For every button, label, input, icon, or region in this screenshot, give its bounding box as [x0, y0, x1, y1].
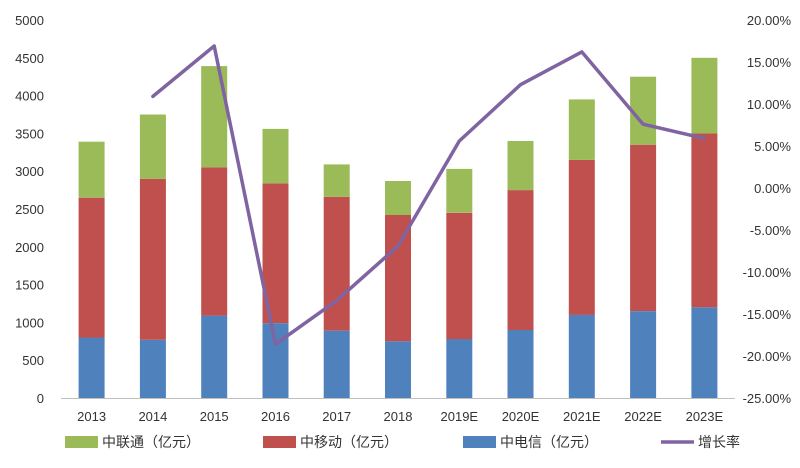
y-tick-label: 5000 — [15, 13, 44, 28]
bar-segment-0-2019E — [446, 339, 473, 398]
bar-segment-0-2022E — [630, 311, 657, 398]
y2-tick-label: -15.00% — [743, 307, 792, 322]
legend-swatch-1 — [263, 436, 296, 448]
x-tick-label: 2021E — [563, 409, 601, 424]
bar-segment-2-2021E — [568, 99, 595, 160]
bar-segment-2-2016 — [262, 128, 289, 184]
legend-label-0: 中联通（亿元） — [102, 434, 200, 450]
bar-segment-0-2017 — [323, 330, 350, 398]
x-tick-label: 2020E — [502, 409, 540, 424]
x-tick-label: 2019E — [441, 409, 479, 424]
y2-tick-label: 5.00% — [754, 139, 791, 154]
bar-segment-2-2017 — [323, 164, 350, 197]
bar-segment-1-2022E — [630, 144, 657, 311]
bar-segment-0-2021E — [568, 314, 595, 398]
x-tick-label: 2017 — [322, 409, 351, 424]
y-tick-label: 1000 — [15, 315, 44, 330]
y-tick-label: 3000 — [15, 164, 44, 179]
legend-label-2: 中电信（亿元） — [500, 434, 598, 450]
bar-segment-2-2013 — [78, 141, 105, 198]
legend-swatch-2 — [463, 436, 496, 448]
bar-segment-2-2023E — [691, 57, 718, 134]
y-tick-label: 2500 — [15, 202, 44, 217]
bar-segment-2-2014 — [139, 114, 166, 179]
bar-segment-2-2022E — [630, 76, 657, 145]
legend-swatch-0 — [65, 436, 98, 448]
y-tick-label: 4000 — [15, 89, 44, 104]
y2-tick-label: -5.00% — [750, 223, 792, 238]
bar-segment-1-2017 — [323, 196, 350, 331]
y2-tick-label: -20.00% — [743, 349, 792, 364]
bar-segment-1-2019E — [446, 212, 473, 340]
y2-tick-label: 10.00% — [747, 97, 792, 112]
bar-segment-2-2020E — [507, 141, 534, 191]
bar-segment-1-2014 — [139, 178, 166, 340]
y2-tick-label: 15.00% — [747, 55, 792, 70]
x-tick-label: 2022E — [624, 409, 662, 424]
bar-segment-0-2015 — [201, 315, 228, 398]
bar-segment-0-2013 — [78, 337, 105, 398]
y2-tick-label: 20.00% — [747, 13, 792, 28]
x-tick-label: 2018 — [384, 409, 413, 424]
y2-tick-label: -10.00% — [743, 265, 792, 280]
y-tick-label: 0 — [37, 391, 44, 406]
bar-segment-2-2015 — [201, 66, 228, 168]
bar-segment-1-2015 — [201, 167, 228, 316]
legend-label-3: 增长率 — [698, 434, 740, 450]
bar-segment-1-2018 — [385, 215, 411, 342]
x-tick-label: 2014 — [138, 409, 167, 424]
x-tick-label: 2023E — [686, 409, 724, 424]
x-tick-label: 2013 — [77, 409, 106, 424]
y2-tick-label: -25.00% — [743, 391, 792, 406]
bar-segment-1-2023E — [691, 133, 718, 308]
y-tick-label: 4500 — [15, 51, 44, 66]
growth-rate-line — [151, 44, 707, 346]
legend-label-1: 中移动（亿元） — [300, 434, 398, 450]
bar-segment-2-2019E — [446, 168, 473, 213]
bar-segment-0-2016 — [262, 323, 289, 398]
bar-segment-0-2018 — [385, 341, 411, 398]
bar-segment-0-2023E — [691, 307, 718, 398]
bar-segment-1-2021E — [568, 159, 595, 315]
y-tick-label: 500 — [22, 353, 44, 368]
y-tick-label: 2000 — [15, 240, 44, 255]
bar-segment-0-2020E — [507, 330, 534, 398]
bar-segment-1-2013 — [78, 197, 105, 338]
y-tick-label: 1500 — [15, 278, 44, 293]
x-tick-label: 2016 — [261, 409, 290, 424]
bar-segment-2-2018 — [385, 181, 411, 215]
x-tick-label: 2015 — [200, 409, 229, 424]
bar-segment-0-2014 — [139, 339, 166, 398]
y2-tick-label: 0.00% — [754, 181, 791, 196]
bar-segment-1-2020E — [507, 190, 534, 330]
y-tick-label: 3500 — [15, 126, 44, 141]
